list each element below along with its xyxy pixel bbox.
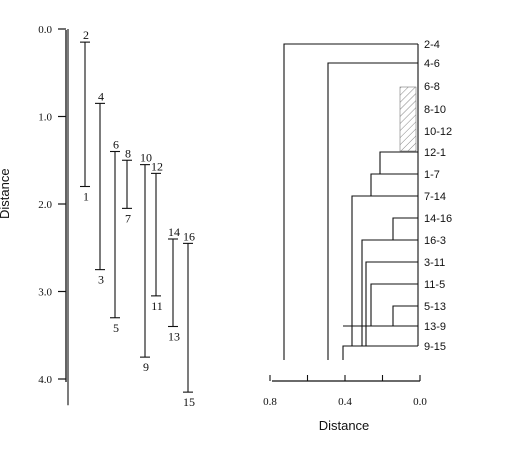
dendrogram-leaf-label: 9-15 [424, 341, 446, 353]
right-x-tick-label: 0.8 [263, 396, 277, 408]
dendrogram-leaf-label: 4-6 [424, 58, 440, 70]
left-y-tick-label: 2.0 [38, 199, 52, 211]
interval-bottom-label: 3 [98, 273, 104, 287]
interval-bottom-label: 13 [168, 330, 180, 344]
right-x-axis-label: Distance [319, 418, 370, 433]
left-y-tick-label: 0.0 [38, 24, 52, 36]
dendrogram-panel: 2-4 4-6 6-8 8-10 10-12 12-1 1-7 7-14 14-16 16-3 3-… [263, 39, 452, 433]
left-y-axis-label: Distance [0, 168, 12, 219]
interval-top-label: 12 [151, 159, 163, 173]
dendrogram-leaf-label: 8-10 [424, 104, 446, 116]
branch-14-16 [392, 217, 418, 240]
interval-top-label: 4 [98, 89, 104, 103]
hatched-cluster-region [399, 86, 417, 152]
interval-top-label: 2 [83, 28, 89, 42]
dendrogram-leaf-label: 5-13 [424, 301, 446, 313]
interval-bottom-label: 15 [183, 395, 195, 409]
interval-top-label: 8 [125, 146, 131, 160]
dendrogram-leaf-labels: 2-4 4-6 6-8 8-10 10-12 12-1 1-7 7-14 14-16 16-3 3-… [424, 39, 452, 353]
dendrogram-branches [283, 43, 419, 360]
right-x-tick-label: 0.4 [338, 396, 352, 408]
dendrogram-leaf-label: 1-7 [424, 169, 440, 181]
interval-top-label: 14 [168, 225, 180, 239]
dendrogram-leaf-label: 3-11 [424, 257, 445, 269]
branch-4-6 [327, 62, 418, 360]
interval-top-label: 10 [140, 151, 152, 165]
dendrogram-leaf-label: 10-12 [424, 126, 452, 138]
interval-bottom-label: 5 [113, 321, 119, 335]
dendrogram-leaf-label: 13-9 [424, 321, 446, 333]
right-x-ticks: 0.8 0.4 0.0 [263, 375, 427, 408]
dendrogram-leaf-label: 14-16 [424, 213, 452, 225]
left-y-ticks: 0.0 1.0 2.0 3.0 4.0 [38, 24, 66, 386]
right-x-tick-label: 0.0 [413, 396, 427, 408]
branch-16-3 [361, 239, 418, 346]
interval-bottom-label: 9 [143, 360, 149, 374]
branch-1-7 [370, 173, 418, 196]
branch-9-15 [342, 345, 418, 360]
interval-bottom-label: 7 [125, 211, 131, 225]
left-y-tick-label: 3.0 [38, 287, 52, 299]
branch-12-1 [379, 151, 418, 174]
dendrogram-leaf-label: 12-1 [424, 147, 446, 159]
interval-bottom-label: 11 [151, 299, 163, 313]
branch-3-11 [365, 261, 418, 346]
interval-bottom-label: 1 [83, 190, 89, 204]
branch-7-14 [351, 195, 418, 346]
branch-2-4 [283, 43, 418, 360]
branch-11-5 [370, 283, 418, 326]
interval-top-label: 6 [113, 138, 119, 152]
dendrogram-leaf-label: 6-8 [424, 81, 440, 93]
interval-panel: Distance 0.01.02.03.04.0 214365871091211… [0, 24, 195, 409]
left-y-tick-label: 4.0 [38, 374, 52, 386]
interval-top-label: 16 [183, 229, 195, 243]
dendrogram-leaf-label: 16-3 [424, 235, 446, 247]
dendrogram-leaf-label: 11-5 [424, 279, 445, 291]
branch-5-13 [392, 305, 418, 326]
dendrogram-leaf-label: 7-14 [424, 191, 446, 203]
dendrogram-leaf-label: 2-4 [424, 39, 440, 51]
left-y-tick-label: 1.0 [38, 112, 52, 124]
